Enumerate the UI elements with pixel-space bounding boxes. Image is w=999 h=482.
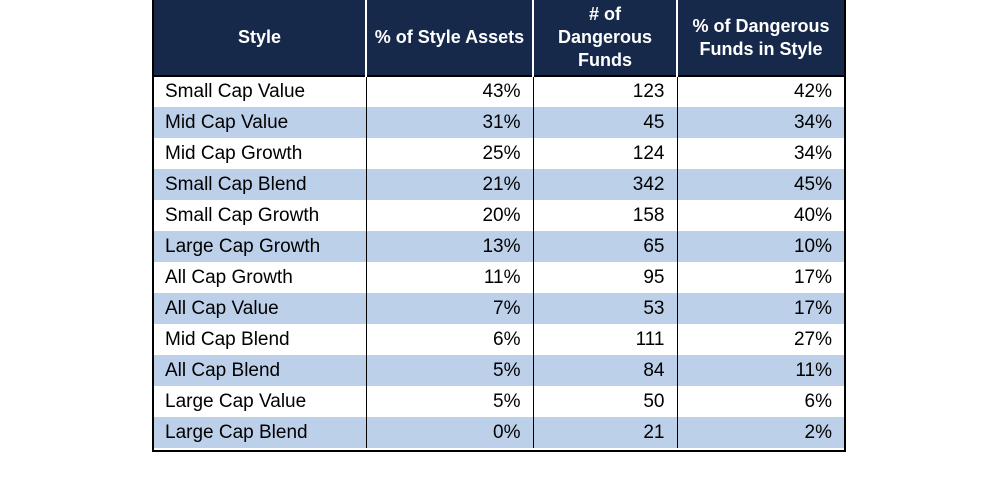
cell-style: Large Cap Value	[154, 386, 367, 417]
cell-style: Large Cap Blend	[154, 417, 367, 448]
table-row: Large Cap Growth 13% 65 10%	[154, 231, 844, 262]
cell-pct-dangerous-in-style: 6%	[804, 390, 832, 412]
header-pct-style-assets: % of Style Assets	[366, 0, 534, 76]
table-row: All Cap Value 7% 53 17%	[154, 293, 844, 324]
cell-style: Small Cap Value	[154, 75, 367, 107]
cell-pct-style-assets: 13%	[366, 231, 534, 262]
cell-pct-style-assets: 21%	[366, 169, 534, 200]
cell-num-dangerous-funds: 342	[533, 169, 678, 200]
cell-pct-style-assets: 31%	[366, 107, 534, 138]
cell-pct-dangerous-in-style: 34%	[793, 142, 832, 164]
cell-style: All Cap Growth	[154, 262, 367, 293]
cell-pct-style-assets: 0%	[366, 417, 534, 448]
cell-pct-style-assets: 11%	[366, 262, 534, 293]
cell-pct-style-assets: 5%	[366, 355, 534, 386]
cell-pct-dangerous-in-style: 11%	[677, 355, 844, 386]
cell-pct-dangerous-in-style: 2%	[677, 417, 844, 448]
header-num-dangerous-funds: # of Dangerous Funds	[533, 0, 678, 76]
cell-num-dangerous-funds: 45	[533, 107, 678, 138]
cell-style: All Cap Value	[154, 293, 367, 324]
table-body: Small Cap Value 43% 123 42% Mid Cap Valu…	[154, 75, 844, 448]
cell-pct-style-assets: 20%	[366, 200, 534, 231]
cell-style: Mid Cap Value	[154, 107, 367, 138]
cell-pct-dangerous-in-style: 27%	[793, 328, 832, 350]
cell-style: Mid Cap Blend	[154, 324, 367, 355]
cell-pct-dangerous-in-style: 40%	[793, 204, 832, 226]
cell-pct-style-assets: 25%	[366, 138, 534, 169]
cell-pct-dangerous-in-style: 17%	[793, 266, 832, 288]
cell-num-dangerous-funds: 95	[533, 262, 678, 293]
table-row: Small Cap Value 43% 123 42%	[154, 75, 844, 107]
table-row: Small Cap Blend 21% 342 45%	[154, 169, 844, 200]
cell-num-dangerous-funds: 65	[533, 231, 678, 262]
cell-num-dangerous-funds: 21	[533, 417, 678, 448]
cell-style: Small Cap Growth	[154, 200, 367, 231]
cell-pct-dangerous-in-style: 10%	[677, 231, 844, 262]
table-row: Large Cap Value 5% 50 6%	[154, 386, 844, 417]
cell-pct-style-assets: 7%	[366, 293, 534, 324]
cell-num-dangerous-funds: 158	[533, 200, 678, 231]
cell-num-dangerous-funds: 53	[533, 293, 678, 324]
cell-num-dangerous-funds: 84	[533, 355, 678, 386]
cell-num-dangerous-funds: 50	[533, 386, 678, 417]
cell-num-dangerous-funds: 123	[533, 75, 678, 107]
style-table: Style % of Style Assets # of Dangerous F…	[154, 0, 844, 448]
table-row: All Cap Growth 11% 95 17%	[154, 262, 844, 293]
table-row: Large Cap Blend 0% 21 2%	[154, 417, 844, 448]
cell-style: All Cap Blend	[154, 355, 367, 386]
cell-pct-dangerous-in-style: 42%	[677, 75, 844, 107]
cell-pct-style-assets: 43%	[366, 75, 534, 107]
cell-pct-dangerous-in-style: 45%	[677, 169, 844, 200]
cell-pct-style-assets: 5%	[366, 386, 534, 417]
table-row: Mid Cap Blend 6% 111 27%	[154, 324, 844, 355]
table-row: Mid Cap Value 31% 45 34%	[154, 107, 844, 138]
cell-pct-dangerous-in-style: 17%	[677, 293, 844, 324]
table-header: Style % of Style Assets # of Dangerous F…	[154, 0, 844, 76]
cell-num-dangerous-funds: 124	[533, 138, 678, 169]
header-row: Style % of Style Assets # of Dangerous F…	[154, 0, 844, 76]
header-style: Style	[154, 0, 367, 76]
cell-style: Mid Cap Growth	[154, 138, 367, 169]
cell-pct-dangerous-in-style: 34%	[677, 107, 844, 138]
style-table-container: Style % of Style Assets # of Dangerous F…	[152, 0, 846, 452]
table-row: Small Cap Growth 20% 158 40%	[154, 200, 844, 231]
header-pct-dangerous-funds-in-style: % of Dangerous Funds in Style	[677, 0, 844, 76]
cell-num-dangerous-funds: 111	[533, 324, 678, 355]
cell-style: Small Cap Blend	[154, 169, 367, 200]
cell-style: Large Cap Growth	[154, 231, 367, 262]
cell-pct-style-assets: 6%	[366, 324, 534, 355]
table-row: All Cap Blend 5% 84 11%	[154, 355, 844, 386]
table-row: Mid Cap Growth 25% 124 34%	[154, 138, 844, 169]
